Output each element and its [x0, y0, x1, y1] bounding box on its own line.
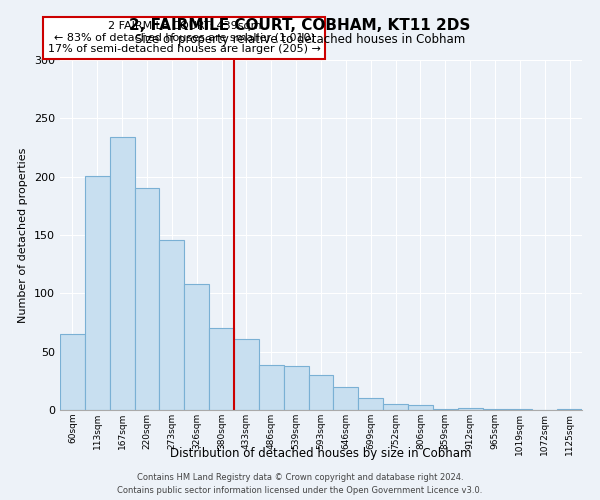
- Bar: [358, 398, 383, 410]
- Bar: [482, 409, 508, 410]
- Bar: [209, 328, 234, 410]
- Bar: [433, 409, 458, 410]
- Bar: [85, 176, 110, 410]
- Bar: [284, 366, 308, 410]
- Text: Size of property relative to detached houses in Cobham: Size of property relative to detached ho…: [135, 32, 465, 46]
- Bar: [160, 240, 184, 410]
- Text: Contains public sector information licensed under the Open Government Licence v3: Contains public sector information licen…: [118, 486, 482, 495]
- Bar: [308, 375, 334, 410]
- Bar: [408, 406, 433, 410]
- Bar: [60, 334, 85, 410]
- Bar: [110, 137, 134, 410]
- Bar: [134, 188, 160, 410]
- Bar: [458, 408, 482, 410]
- Y-axis label: Number of detached properties: Number of detached properties: [19, 148, 28, 322]
- Bar: [508, 409, 532, 410]
- Bar: [557, 409, 582, 410]
- Text: Contains HM Land Registry data © Crown copyright and database right 2024.: Contains HM Land Registry data © Crown c…: [137, 472, 463, 482]
- Bar: [259, 364, 284, 410]
- Bar: [383, 404, 408, 410]
- Text: Distribution of detached houses by size in Cobham: Distribution of detached houses by size …: [170, 448, 472, 460]
- Text: 2 FAIRMILE COURT: 439sqm
← 83% of detached houses are smaller (1,010)
17% of sem: 2 FAIRMILE COURT: 439sqm ← 83% of detach…: [48, 21, 321, 54]
- Bar: [234, 339, 259, 410]
- Bar: [184, 284, 209, 410]
- Bar: [334, 386, 358, 410]
- Text: 2, FAIRMILE COURT, COBHAM, KT11 2DS: 2, FAIRMILE COURT, COBHAM, KT11 2DS: [130, 18, 470, 32]
